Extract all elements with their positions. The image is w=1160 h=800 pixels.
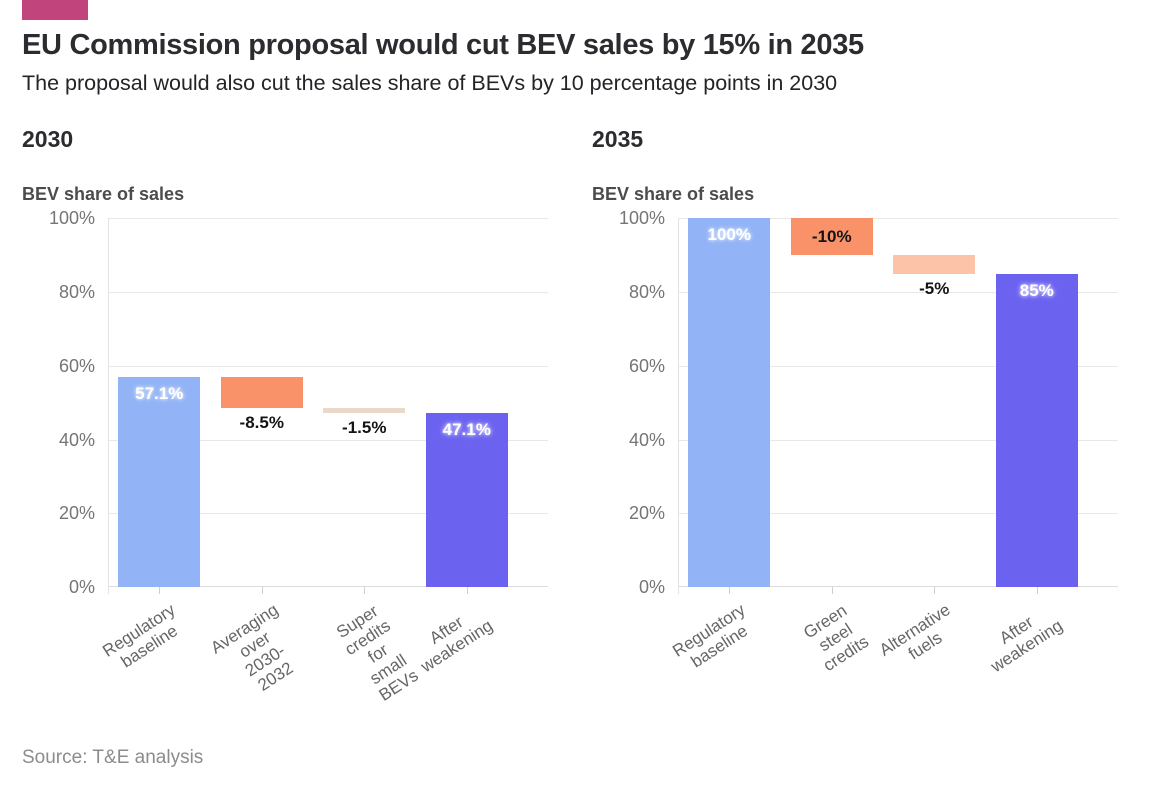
- bar-value-label: -1.5%: [342, 418, 387, 438]
- bar-value-label: 100%: [707, 225, 751, 245]
- gridline: [108, 513, 548, 515]
- waterfall-chart-2035: 0% 20% 40% 60% 80% 100% 100% -10% -5% 85% Regulato…: [592, 208, 1118, 731]
- y-tick-label: 100%: [618, 208, 665, 229]
- x-category-label: Averaging over 2030-2032: [206, 600, 297, 696]
- plot: 0% 20% 40% 60% 80% 100% 57.1% -8.5% -1.5% 47.1%: [22, 208, 548, 597]
- plot: 0% 20% 40% 60% 80% 100% 100% -10% -5% 85%: [592, 208, 1118, 597]
- chart-title: EU Commission proposal would cut BEV sal…: [22, 29, 864, 61]
- waterfall-bar: [893, 255, 976, 274]
- x-axis-line: [678, 586, 1118, 588]
- bar-value-label: -10%: [811, 226, 852, 246]
- x-tick: [1036, 587, 1038, 595]
- waterfall-bar: 57.1%: [118, 376, 201, 588]
- bar-value-label: -8.5%: [239, 412, 284, 432]
- x-category-label: After weakening: [987, 612, 1067, 677]
- gridline: [108, 439, 548, 441]
- gridline: [108, 218, 548, 220]
- waterfall-bar: 100%: [688, 218, 771, 588]
- brand-mark: [22, 0, 88, 20]
- waterfall-chart-2030: 0% 20% 40% 60% 80% 100% 57.1% -8.5% -1.5% 47.1% Re…: [22, 208, 548, 731]
- gridline: [678, 218, 1118, 220]
- y-axis-title: BEV share of sales: [22, 184, 185, 205]
- x-axis-line: [108, 586, 548, 588]
- panel-year-label: 2035: [592, 126, 644, 153]
- waterfall-bar: 47.1%: [425, 413, 508, 588]
- panel-2035: 2035 BEV share of sales 0% 20% 40% 60% 80% 10…: [592, 126, 1118, 731]
- y-tick-label: 40%: [58, 429, 95, 450]
- plot-area: 100% -10% -5% 85%: [678, 218, 1118, 595]
- x-category-label: Regulatory baseline: [669, 600, 752, 672]
- y-tick-label: 80%: [58, 282, 95, 303]
- x-tick: [364, 587, 366, 595]
- y-axis-title: BEV share of sales: [592, 184, 755, 205]
- x-tick: [934, 587, 936, 595]
- y-tick-label: 80%: [628, 282, 665, 303]
- x-axis-labels: Regulatory baseline Green steel credits Al…: [592, 587, 1118, 731]
- waterfall-bar: 85%: [995, 273, 1078, 588]
- y-tick-label: 60%: [58, 355, 95, 376]
- x-tick: [729, 587, 731, 595]
- y-axis: 0% 20% 40% 60% 80% 100%: [22, 208, 108, 597]
- y-tick-label: 40%: [628, 429, 665, 450]
- y-axis-line: [678, 218, 679, 595]
- x-category-label: Regulatory baseline: [99, 600, 182, 672]
- y-tick-label: 20%: [628, 503, 665, 524]
- waterfall-bar: [220, 376, 303, 408]
- x-category-label: Super credits for small BEVs: [333, 601, 422, 706]
- panel-year-label: 2030: [22, 126, 74, 153]
- charts-row: 2030 BEV share of sales 0% 20% 40% 60% 80% 10…: [22, 126, 1138, 731]
- y-tick-label: 0%: [638, 577, 665, 598]
- bar-value-label: 47.1%: [442, 420, 491, 440]
- chart-subtitle: The proposal would also cut the sales sh…: [22, 71, 838, 96]
- x-tick: [159, 587, 161, 595]
- chart-page: EU Commission proposal would cut BEV sal…: [22, 0, 1138, 769]
- gridline: [678, 513, 1118, 515]
- x-category-label: Green steel credits: [799, 601, 872, 676]
- gridline: [678, 439, 1118, 441]
- gridline: [678, 365, 1118, 367]
- x-axis-labels: Regulatory baseline Averaging over 2030-2…: [22, 587, 548, 731]
- x-category-label: After weakening: [417, 612, 497, 677]
- y-axis: 0% 20% 40% 60% 80% 100%: [592, 208, 678, 597]
- x-tick: [831, 587, 833, 595]
- y-tick-label: 100%: [48, 208, 95, 229]
- bar-value-label: 57.1%: [135, 383, 184, 403]
- y-tick-label: 60%: [628, 355, 665, 376]
- bar-value-label: 85%: [1019, 280, 1054, 300]
- waterfall-bar: [323, 407, 406, 414]
- y-tick-label: 20%: [58, 503, 95, 524]
- bar-value-label: -5%: [919, 278, 950, 298]
- gridline: [108, 365, 548, 367]
- gridline: [678, 292, 1118, 294]
- y-axis-line: [108, 218, 109, 595]
- waterfall-bar: -10%: [790, 218, 873, 256]
- gridline: [108, 292, 548, 294]
- source-note: Source: T&E analysis: [22, 747, 204, 769]
- panel-2030: 2030 BEV share of sales 0% 20% 40% 60% 80% 10…: [22, 126, 548, 731]
- x-category-label: Alternative fuels: [875, 600, 954, 664]
- x-tick: [466, 587, 468, 595]
- plot-area: 57.1% -8.5% -1.5% 47.1%: [108, 218, 548, 595]
- x-tick: [261, 587, 263, 595]
- y-tick-label: 0%: [68, 577, 95, 598]
